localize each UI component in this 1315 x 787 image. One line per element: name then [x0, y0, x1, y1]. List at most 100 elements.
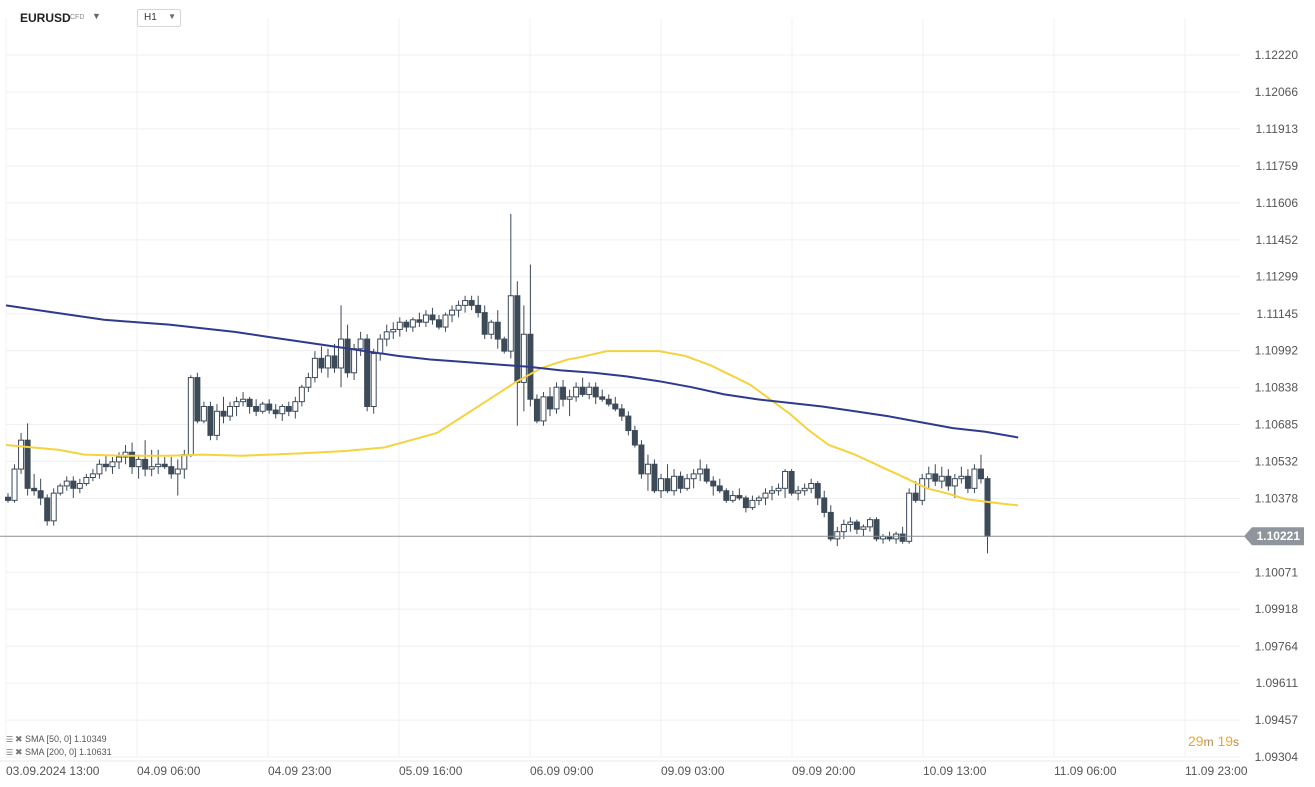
candle: [690, 469, 697, 489]
candle: [44, 494, 51, 526]
candle: [207, 401, 214, 441]
candle: [573, 382, 580, 402]
timeframe-value: H1: [144, 12, 157, 23]
candle: [396, 317, 403, 337]
candle: [631, 425, 638, 448]
candle: [70, 476, 77, 498]
candle: [893, 531, 900, 544]
candle: [762, 488, 769, 506]
candle: [37, 478, 44, 506]
candle: [331, 343, 338, 373]
candle: [324, 348, 331, 378]
candle: [664, 464, 671, 494]
x-tick-label: 11.09 06:00: [1054, 764, 1117, 778]
candle: [560, 380, 567, 407]
y-tick-label: 1.11145: [1256, 307, 1298, 321]
candle: [651, 459, 658, 494]
timeframe-select[interactable]: H1 ▼: [137, 9, 181, 27]
candle: [501, 336, 508, 354]
candle: [638, 440, 645, 479]
candle: [142, 440, 149, 477]
candle: [938, 466, 945, 489]
candle: [579, 377, 586, 397]
candle: [703, 464, 710, 484]
candle: [860, 524, 867, 537]
candle: [514, 281, 521, 426]
chart-header: EURUSD CFD ▼ H1 ▼: [0, 0, 1240, 34]
candle: [755, 495, 762, 506]
countdown-minutes-unit: m: [1203, 735, 1214, 749]
x-tick-label: 11.09 23:00: [1185, 764, 1248, 778]
candle: [83, 473, 90, 486]
candle: [710, 476, 717, 496]
candle: [964, 469, 971, 494]
legend-value: 1.10631: [79, 747, 112, 757]
remove-indicator-icon[interactable]: ✖: [15, 747, 23, 757]
remove-indicator-icon[interactable]: ✖: [15, 734, 23, 744]
candle: [527, 264, 534, 407]
y-tick-label: 1.12066: [1255, 85, 1299, 99]
candle: [546, 387, 553, 417]
candle: [951, 473, 958, 498]
candle: [435, 315, 442, 330]
candle: [520, 305, 527, 412]
candle: [984, 476, 991, 554]
candle: [919, 473, 926, 506]
candle: [89, 469, 96, 482]
candle: [63, 476, 70, 491]
candle: [925, 466, 932, 489]
candle: [749, 495, 756, 510]
candle: [840, 519, 847, 539]
candle: [383, 324, 390, 347]
x-tick-label: 09.09 03:00: [661, 764, 725, 778]
candle: [775, 483, 782, 496]
candle: [625, 411, 632, 436]
candle: [782, 469, 789, 498]
y-tick-label: 1.09304: [1255, 750, 1299, 764]
candle: [716, 478, 723, 494]
y-tick-label: 1.10532: [1255, 454, 1299, 468]
candle: [736, 488, 743, 501]
candle: [338, 305, 345, 388]
indicator-legend: ☰ ✖ SMA [50, 0] 1.10349 ☰ ✖ SMA [200, 0]…: [6, 733, 112, 759]
y-tick-label: 1.10992: [1255, 344, 1299, 358]
y-tick-label: 1.10685: [1255, 418, 1299, 432]
x-tick-label: 10.09 13:00: [923, 764, 987, 778]
candle: [122, 445, 129, 465]
symbol-label[interactable]: EURUSD: [20, 11, 71, 25]
y-tick-label: 1.10838: [1255, 381, 1299, 395]
candle: [227, 401, 234, 421]
candle: [155, 449, 162, 474]
candle: [599, 389, 606, 402]
x-tick-label: 03.09.2024 13:00: [6, 764, 100, 778]
candle: [468, 295, 475, 311]
candle: [50, 488, 57, 526]
candle: [259, 401, 266, 414]
legend-item-sma50: ☰ ✖ SMA [50, 0] 1.10349: [6, 733, 112, 746]
candle: [57, 483, 64, 496]
candle: [827, 505, 834, 542]
candle: [240, 392, 247, 407]
candle: [586, 382, 593, 400]
candle: [279, 404, 286, 421]
indicator-settings-icon[interactable]: ☰: [6, 748, 14, 757]
candle: [422, 310, 429, 328]
x-tick-label: 09.09 20:00: [792, 764, 856, 778]
x-tick-label: 06.09 09:00: [530, 764, 594, 778]
candle: [801, 483, 808, 496]
candle: [697, 459, 704, 482]
candle: [305, 372, 312, 393]
candle: [866, 517, 873, 532]
legend-item-sma200: ☰ ✖ SMA [200, 0] 1.10631: [6, 746, 112, 759]
candle: [605, 394, 612, 407]
symbol-dropdown-icon[interactable]: ▼: [92, 11, 101, 21]
countdown-seconds: 19: [1217, 733, 1234, 749]
x-axis: 03.09.2024 13:00 04.09 06:00 04.09 23:00 05…: [6, 764, 1248, 778]
indicator-settings-icon[interactable]: ☰: [6, 735, 14, 744]
current-price-line: 1.10221: [0, 527, 1304, 546]
candle: [148, 449, 155, 477]
y-tick-label: 1.11606: [1256, 196, 1299, 210]
candle: [671, 469, 678, 496]
candle: [403, 319, 410, 332]
